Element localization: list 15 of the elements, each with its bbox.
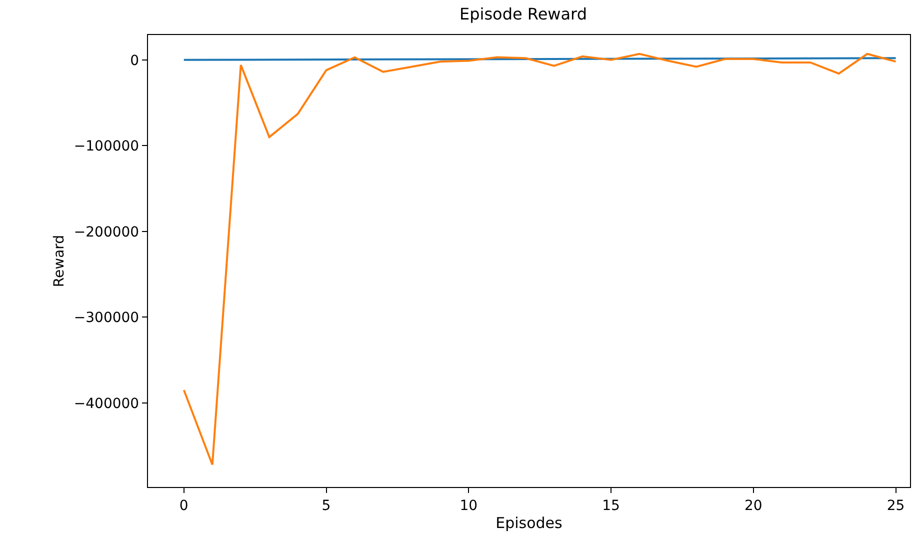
x-axis-title: Episodes xyxy=(496,514,563,532)
chart-title: Episode Reward xyxy=(460,4,588,24)
x-tick-label: 5 xyxy=(322,498,331,514)
y-tick-label: 0 xyxy=(130,52,140,69)
y-tick-label: −200000 xyxy=(74,224,140,240)
y-axis-title: Reward xyxy=(52,234,68,288)
x-tick-label: 20 xyxy=(744,498,762,514)
y-tick-label: −400000 xyxy=(74,396,140,412)
x-tick-label: 15 xyxy=(602,498,620,514)
y-tick-label: −100000 xyxy=(74,138,140,155)
x-tick-label: 25 xyxy=(886,498,905,514)
line-series xyxy=(182,52,897,466)
x-tick-label: 0 xyxy=(179,498,188,514)
y-tick-label: −300000 xyxy=(74,310,140,326)
x-tick-label: 10 xyxy=(460,498,478,514)
